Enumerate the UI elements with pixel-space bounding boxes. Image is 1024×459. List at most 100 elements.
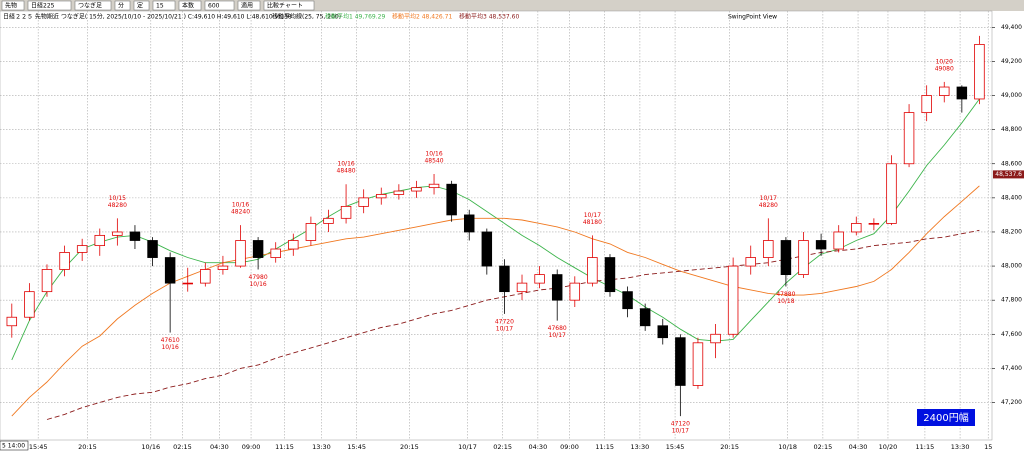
candle-body — [798, 240, 809, 275]
candle-body — [551, 274, 563, 301]
toolbar-text[interactable]: 先物 — [5, 2, 17, 10]
candle-body — [411, 187, 422, 192]
candle-body — [745, 257, 756, 267]
toolbar-text[interactable]: 15 — [156, 3, 164, 10]
candle-body — [974, 43, 985, 100]
x-tick-label: 02:15 — [493, 443, 512, 451]
toolbar-text[interactable]: 定 — [137, 2, 143, 10]
candle-body — [59, 252, 70, 270]
candle-body — [24, 291, 35, 318]
chart-title: 日経２２５ 先物期近 つなぎ足( 15分, 2025/10/10 - 2025/… — [3, 13, 292, 21]
candle-body — [323, 217, 334, 224]
candle-body — [217, 265, 229, 270]
swing-date-price: 10/16 — [161, 344, 178, 351]
candle-body — [939, 86, 950, 96]
swing-date-price: 10/15 — [109, 195, 126, 202]
x-tick-label: 13:30 — [312, 443, 331, 451]
legend-entry: 移動平均1 49,769.29 — [325, 13, 385, 21]
candle-body — [604, 257, 616, 293]
swing-date-price: 10/16 — [232, 202, 249, 209]
toolbar-field[interactable] — [204, 0, 235, 11]
x-tick-label: 02:15 — [173, 443, 192, 451]
candle-body — [129, 231, 141, 241]
candle-body — [657, 325, 668, 339]
candle-body — [956, 86, 968, 100]
candle-body — [499, 265, 510, 293]
swing-date-price: 47120 — [671, 421, 690, 428]
cursor-label: 5 14:00 — [2, 443, 25, 450]
range-box-label: 2400円幅 — [923, 411, 968, 424]
candle-body — [463, 214, 475, 233]
x-tick-label: 11:15 — [275, 443, 294, 451]
candle-body — [41, 269, 53, 293]
x-tick-label: 15:45 — [666, 443, 685, 451]
indicator-title: 移動平均線(25, 75, 200) — [272, 13, 341, 21]
toolbar-field[interactable] — [152, 0, 176, 11]
x-tick-label: 15 — [984, 443, 992, 451]
candle-body — [833, 231, 844, 250]
candle-body — [534, 274, 545, 284]
toolbar-field[interactable] — [1, 0, 25, 11]
toolbar — [0, 0, 1024, 11]
candle-body — [622, 291, 633, 310]
candle-body — [763, 240, 774, 258]
candle-body — [868, 223, 880, 225]
toolbar-field[interactable] — [27, 0, 72, 11]
candle-body — [428, 183, 440, 189]
candle-body — [815, 240, 827, 250]
candle-body — [376, 194, 387, 199]
y-tick-label: 48,800 — [1001, 126, 1022, 133]
candle-body — [288, 240, 299, 250]
swing-date-price: 10/17 — [584, 212, 601, 219]
toolbar-field[interactable] — [74, 0, 112, 11]
x-tick-label: 02:15 — [813, 443, 832, 451]
candle-body — [270, 248, 281, 258]
swing-date-price: 48280 — [759, 202, 778, 209]
y-tick-label: 49,400 — [1001, 24, 1022, 31]
candle-body — [76, 245, 88, 253]
candle-body — [516, 282, 528, 293]
toolbar-text[interactable]: 日経225 — [31, 2, 55, 10]
toolbar-text[interactable]: 比較チャート — [267, 2, 303, 10]
candle-body — [446, 183, 457, 216]
cursor-box — [0, 440, 29, 451]
toolbar-field[interactable] — [133, 0, 150, 11]
toolbar-text[interactable]: 本数 — [182, 2, 194, 10]
toolbar-text[interactable]: 600 — [208, 3, 220, 10]
swing-date-price: 10/18 — [777, 298, 794, 305]
x-tick-label: 20:15 — [720, 443, 739, 451]
candle-body — [340, 205, 352, 219]
candle-body — [692, 342, 704, 386]
candle-body — [886, 163, 897, 224]
swing-date-price: 10/17 — [760, 195, 777, 202]
swing-date-price: 48240 — [231, 209, 250, 216]
swing-date-price: 10/17 — [496, 325, 513, 332]
toolbar-field[interactable] — [263, 0, 315, 11]
range-box — [917, 409, 975, 426]
toolbar-text[interactable]: 分 — [118, 2, 124, 10]
price-tag-label: 48,537.6 — [995, 171, 1022, 178]
swing-date-price: 10/16 — [337, 161, 354, 168]
toolbar-field[interactable] — [114, 0, 131, 11]
plot-area — [0, 10, 993, 441]
swing-date-price: 49080 — [935, 65, 954, 72]
candle-body — [727, 265, 739, 335]
swing-date-price: 48280 — [108, 202, 127, 209]
x-tick-label: 04:30 — [849, 443, 868, 451]
toolbar-field[interactable] — [178, 0, 202, 11]
toolbar-text[interactable]: 適用 — [241, 2, 253, 10]
x-tick-label: 09:00 — [242, 443, 261, 451]
swing-date-price: 47880 — [776, 291, 795, 298]
x-tick-label: 10/16 — [141, 443, 160, 451]
moving-average — [46, 229, 980, 420]
candle-body — [94, 234, 106, 247]
swing-date-price: 48480 — [337, 168, 356, 175]
toolbar-text[interactable]: つなぎ足 — [78, 2, 102, 10]
candle-body — [6, 316, 18, 327]
toolbar-field[interactable] — [237, 0, 261, 11]
x-tick-label: 13:30 — [951, 443, 970, 451]
candle-body — [780, 240, 792, 275]
y-tick-label: 47,800 — [1001, 297, 1022, 304]
y-tick-label: 48,600 — [1001, 160, 1022, 167]
candle-body — [358, 197, 369, 207]
